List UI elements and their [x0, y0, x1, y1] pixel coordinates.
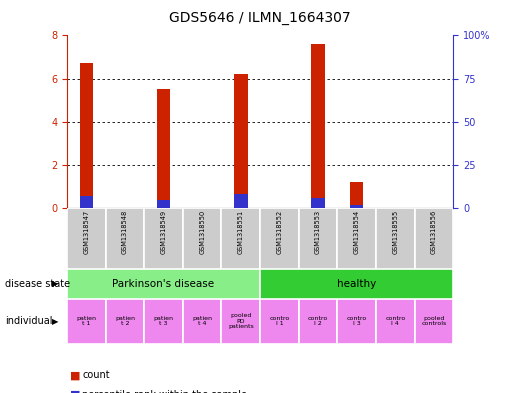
- Text: disease state: disease state: [5, 279, 70, 289]
- Bar: [221, 208, 260, 269]
- Text: count: count: [82, 370, 110, 380]
- Bar: [144, 299, 183, 344]
- Bar: [106, 299, 144, 344]
- Bar: [221, 299, 260, 344]
- Text: GDS5646 / ILMN_1664307: GDS5646 / ILMN_1664307: [169, 11, 351, 25]
- Bar: [376, 208, 415, 269]
- Bar: [415, 299, 453, 344]
- Bar: [350, 205, 364, 208]
- Bar: [67, 269, 260, 299]
- Bar: [234, 195, 248, 208]
- Text: GSM1318547: GSM1318547: [83, 210, 89, 254]
- Bar: [311, 44, 325, 208]
- Bar: [299, 299, 337, 344]
- Bar: [311, 198, 325, 208]
- Text: patien
t 4: patien t 4: [192, 316, 212, 327]
- Text: patien
t 3: patien t 3: [153, 316, 174, 327]
- Text: percentile rank within the sample: percentile rank within the sample: [82, 390, 247, 393]
- Text: healthy: healthy: [337, 279, 376, 289]
- Bar: [350, 182, 364, 208]
- Text: ■: ■: [70, 390, 80, 393]
- Text: individual: individual: [5, 316, 53, 326]
- Bar: [260, 269, 453, 299]
- Bar: [260, 299, 299, 344]
- Bar: [183, 299, 221, 344]
- Text: GSM1318556: GSM1318556: [431, 210, 437, 254]
- Text: GSM1318553: GSM1318553: [315, 210, 321, 254]
- Bar: [183, 208, 221, 269]
- Bar: [299, 208, 337, 269]
- Text: ■: ■: [70, 370, 80, 380]
- Text: GSM1318551: GSM1318551: [238, 210, 244, 254]
- Text: ▶: ▶: [52, 279, 58, 288]
- Text: patien
t 1: patien t 1: [76, 316, 96, 327]
- Text: pooled
PD
patients: pooled PD patients: [228, 313, 253, 329]
- Text: pooled
controls: pooled controls: [421, 316, 447, 327]
- Text: ▶: ▶: [52, 317, 58, 326]
- Bar: [260, 208, 299, 269]
- Text: Parkinson's disease: Parkinson's disease: [112, 279, 215, 289]
- Bar: [337, 299, 376, 344]
- Bar: [67, 208, 106, 269]
- Text: GSM1318548: GSM1318548: [122, 210, 128, 254]
- Text: GSM1318550: GSM1318550: [199, 210, 205, 254]
- Bar: [106, 208, 144, 269]
- Bar: [157, 200, 170, 208]
- Text: GSM1318549: GSM1318549: [161, 210, 166, 254]
- Bar: [144, 208, 183, 269]
- Bar: [79, 196, 93, 208]
- Bar: [376, 299, 415, 344]
- Bar: [234, 74, 248, 208]
- Text: GSM1318552: GSM1318552: [277, 210, 282, 254]
- Text: contro
l 1: contro l 1: [269, 316, 289, 327]
- Text: contro
l 3: contro l 3: [347, 316, 367, 327]
- Bar: [79, 64, 93, 208]
- Text: contro
l 4: contro l 4: [385, 316, 405, 327]
- Text: GSM1318555: GSM1318555: [392, 210, 398, 254]
- Text: patien
t 2: patien t 2: [115, 316, 135, 327]
- Bar: [157, 90, 170, 208]
- Bar: [337, 208, 376, 269]
- Text: GSM1318554: GSM1318554: [354, 210, 359, 254]
- Bar: [415, 208, 453, 269]
- Bar: [67, 299, 106, 344]
- Text: contro
l 2: contro l 2: [308, 316, 328, 327]
